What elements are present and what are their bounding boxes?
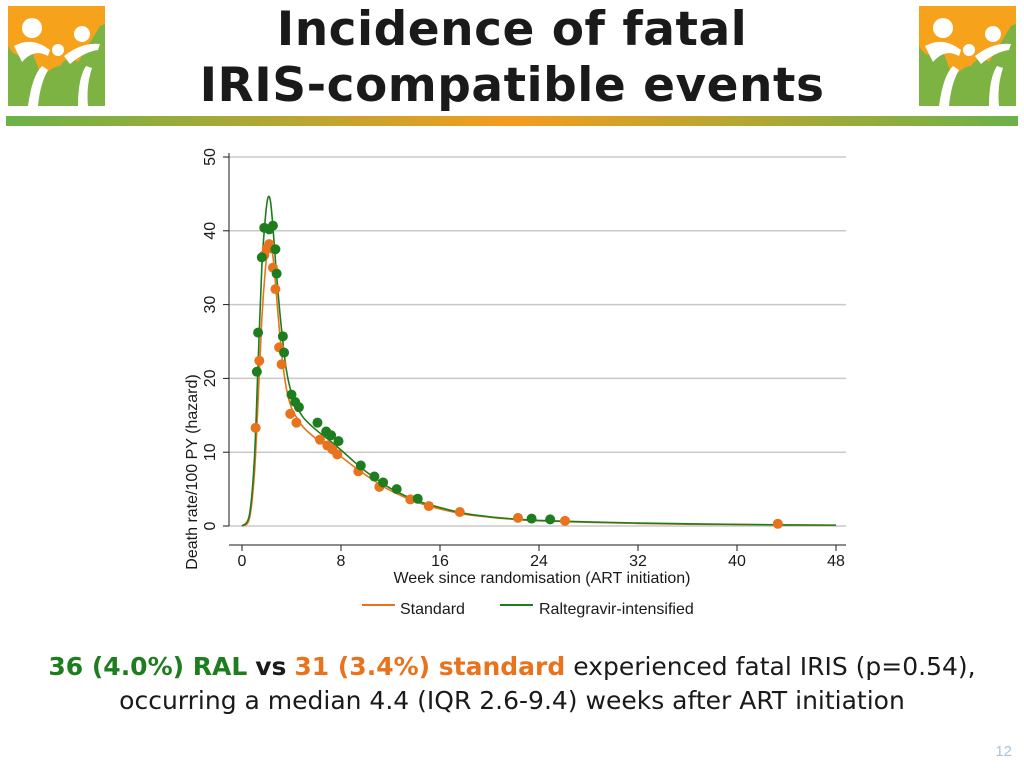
point-raltegravir (355, 460, 366, 471)
point-raltegravir (326, 430, 337, 441)
point-standard (423, 501, 434, 512)
point-standard (254, 355, 265, 366)
point-raltegravir (279, 347, 290, 358)
x-axis-label: Week since randomisation (ART initiation… (393, 570, 690, 587)
point-standard (276, 359, 287, 370)
point-raltegravir (286, 389, 297, 400)
point-standard (772, 518, 783, 529)
legend-label-standard: Standard (400, 601, 465, 618)
y-tick-label: 30 (202, 296, 219, 314)
x-tick-label: 16 (431, 553, 449, 570)
title-line-2: IRIS-compatible events (199, 58, 825, 113)
point-standard (559, 515, 570, 526)
summary-text: 36 (4.0%) RAL vs 31 (3.4%) standard expe… (0, 650, 1024, 718)
hazard-chart: 0 10 20 30 40 50 0 8 16 24 32 40 48 Week since rando… (184, 148, 846, 618)
y-tick-label: 20 (202, 369, 219, 387)
point-raltegravir (293, 402, 304, 413)
summary-line-2: occurring a median 4.4 (IQR 2.6-9.4) wee… (119, 686, 905, 715)
y-axis-label: Death rate/100 PY (hazard) (184, 374, 201, 569)
series-curves (241, 195, 837, 527)
point-raltegravir (369, 471, 380, 482)
family-logo-icon (919, 6, 1016, 106)
point-standard (285, 408, 296, 419)
x-tick-label: 48 (827, 553, 845, 570)
page-number: 12 (995, 743, 1012, 760)
ral-count: 36 (4.0%) RAL (48, 652, 248, 681)
page-title: Incidence of fatal IRIS-compatible event… (150, 2, 874, 114)
point-raltegravir (333, 436, 344, 447)
grid-lines (229, 156, 846, 527)
point-raltegravir (526, 513, 537, 524)
summary-line-1: 36 (4.0%) RAL vs 31 (3.4%) standard expe… (0, 650, 1024, 684)
family-logo-icon (8, 6, 105, 106)
point-raltegravir (256, 252, 267, 263)
point-standard (314, 434, 325, 445)
point-raltegravir (251, 366, 262, 377)
y-tick-label: 10 (202, 443, 219, 461)
y-tick-label: 0 (202, 521, 219, 530)
x-tick-label: 0 (238, 553, 247, 570)
x-tick-label: 24 (530, 553, 548, 570)
point-raltegravir (277, 331, 288, 342)
chart-legend: Standard Raltegravir-intensified (362, 601, 694, 618)
point-standard (250, 422, 261, 433)
point-standard (332, 449, 343, 460)
point-raltegravir (391, 484, 402, 495)
vs-word: vs (255, 652, 287, 681)
x-tick-label: 8 (337, 553, 346, 570)
title-divider (6, 116, 1018, 126)
summary-rest: experienced fatal IRIS (p=0.54), (573, 652, 976, 681)
curve-raltegravir (241, 195, 837, 527)
point-raltegravir (378, 477, 389, 488)
point-raltegravir (312, 417, 323, 428)
point-standard (291, 417, 302, 428)
point-raltegravir (271, 268, 282, 279)
y-tick-label: 40 (202, 222, 219, 240)
point-raltegravir (412, 493, 423, 504)
point-raltegravir (267, 220, 278, 231)
point-standard (454, 506, 465, 517)
legend-label-raltegravir: Raltegravir-intensified (539, 601, 694, 618)
x-tick-label: 32 (629, 553, 647, 570)
point-raltegravir (253, 327, 264, 338)
axes: 0 10 20 30 40 50 0 8 16 24 32 40 48 (202, 148, 846, 570)
point-raltegravir (545, 514, 556, 525)
standard-count: 31 (3.4%) standard (294, 652, 566, 681)
point-standard (512, 512, 523, 523)
point-standard (405, 494, 416, 505)
y-tick-label: 50 (202, 148, 219, 166)
curve-standard (241, 244, 837, 527)
title-line-1: Incidence of fatal (276, 2, 748, 57)
point-raltegravir (270, 244, 281, 255)
point-standard (270, 284, 281, 295)
series-points (250, 220, 783, 529)
x-tick-label: 40 (728, 553, 746, 570)
